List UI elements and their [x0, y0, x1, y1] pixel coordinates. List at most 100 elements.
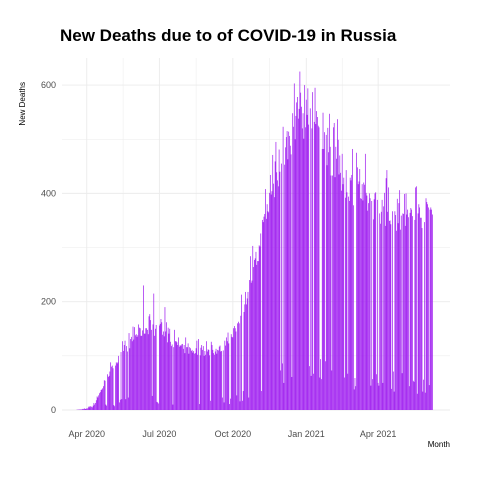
data-bar — [97, 397, 99, 410]
data-bar — [423, 379, 424, 410]
data-bar — [138, 324, 139, 410]
data-bar — [388, 221, 390, 410]
data-bar — [297, 96, 298, 411]
data-bar — [119, 399, 121, 410]
data-bar — [398, 203, 400, 410]
data-bar — [308, 124, 310, 411]
data-bar — [133, 339, 135, 410]
data-bar — [127, 397, 129, 410]
data-bar — [355, 386, 357, 410]
data-bar — [215, 348, 217, 410]
data-bar — [243, 311, 245, 410]
data-bar — [315, 124, 317, 410]
data-bar — [109, 371, 111, 410]
data-bar — [225, 345, 226, 410]
data-bar — [366, 195, 368, 410]
data-bar — [295, 115, 297, 410]
data-bar — [153, 293, 155, 410]
data-bar — [282, 126, 284, 410]
data-bar — [166, 322, 167, 410]
data-bar — [263, 216, 265, 410]
data-bar — [107, 376, 109, 410]
data-bar — [206, 341, 207, 410]
data-bar — [115, 362, 117, 410]
data-bar — [311, 128, 313, 410]
data-bar — [408, 386, 410, 410]
data-bar — [430, 207, 432, 410]
data-bar — [305, 99, 307, 410]
data-bar — [230, 398, 231, 410]
data-bar — [87, 408, 88, 410]
data-bar — [345, 170, 347, 410]
data-bar — [205, 354, 207, 410]
data-bar — [117, 362, 119, 410]
data-bar — [289, 145, 291, 411]
data-bar — [330, 175, 332, 410]
data-bar — [333, 127, 334, 410]
data-bar — [361, 184, 363, 410]
data-bar — [386, 170, 388, 410]
data-bar — [273, 183, 274, 410]
data-bar — [94, 404, 96, 410]
data-bar — [377, 382, 379, 410]
data-bar — [162, 334, 163, 410]
data-bar — [86, 408, 88, 410]
data-bar — [289, 135, 290, 411]
data-bar — [89, 407, 91, 410]
data-bar — [328, 152, 329, 411]
data-bar — [91, 406, 92, 410]
data-bar — [169, 328, 171, 410]
data-bar — [229, 404, 230, 410]
data-bar — [123, 345, 125, 410]
data-bar — [381, 199, 383, 410]
data-bar — [239, 401, 241, 410]
data-bar — [166, 342, 168, 410]
data-bar — [301, 106, 302, 411]
data-bar — [143, 333, 145, 410]
data-bar — [218, 346, 220, 410]
data-bar — [307, 88, 309, 410]
data-bar — [343, 177, 345, 410]
data-bar — [150, 320, 151, 410]
data-bar — [387, 211, 389, 410]
data-bar — [192, 352, 194, 410]
data-bar — [177, 345, 179, 410]
data-bar — [198, 339, 199, 410]
data-bar — [426, 202, 428, 410]
data-bar — [132, 326, 134, 410]
data-bar — [142, 330, 143, 410]
data-bar — [162, 331, 164, 410]
data-bar — [110, 362, 112, 410]
data-bar — [210, 341, 212, 410]
data-bar — [196, 340, 198, 410]
data-bar — [283, 382, 285, 410]
data-bar — [428, 207, 429, 410]
data-bar — [252, 245, 254, 410]
y-tick-label: 600 — [41, 80, 56, 90]
data-bar — [108, 375, 110, 410]
data-bar — [352, 148, 353, 411]
x-tick-label: Oct 2020 — [215, 429, 252, 439]
data-bar — [250, 256, 251, 410]
data-bar — [362, 200, 364, 410]
data-bar — [284, 164, 286, 410]
data-bar — [348, 196, 349, 410]
data-bar — [255, 251, 257, 410]
data-bar — [154, 335, 155, 410]
data-bar — [95, 402, 96, 410]
data-bar — [178, 346, 180, 410]
data-bar — [105, 404, 107, 410]
data-bar — [145, 328, 147, 410]
data-bar — [208, 349, 210, 410]
data-bar — [368, 193, 370, 410]
data-bar — [286, 131, 288, 411]
data-bar — [267, 211, 269, 410]
data-bar — [83, 408, 84, 410]
data-bar — [184, 353, 186, 410]
data-bar — [271, 191, 273, 410]
data-bar — [216, 353, 218, 410]
data-bar — [139, 328, 141, 410]
data-bar — [264, 213, 266, 410]
data-bar — [290, 154, 292, 410]
data-bar — [329, 113, 330, 410]
